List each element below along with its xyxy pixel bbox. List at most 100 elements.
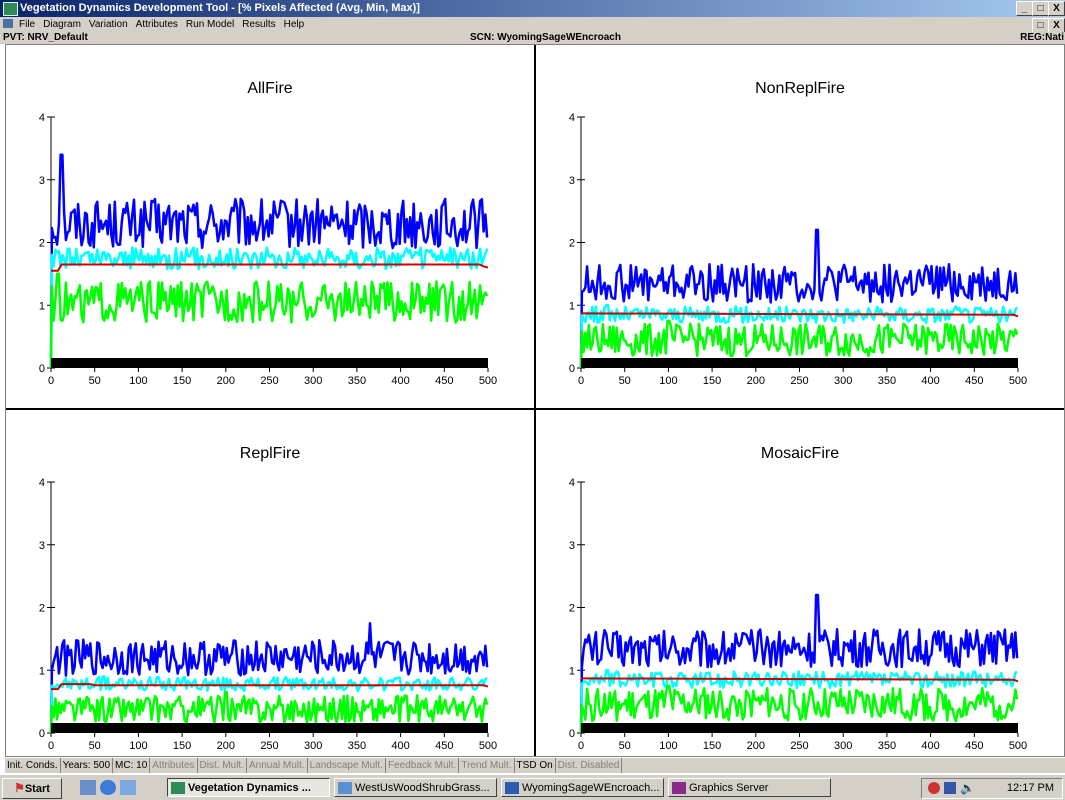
series-min <box>579 319 1019 369</box>
y-tick-label: 1 <box>39 300 45 312</box>
x-tick-label: 350 <box>878 375 896 387</box>
x-tick-label: 500 <box>479 740 497 752</box>
x-tick-label: 50 <box>619 375 631 387</box>
scn-label: SCN: WyomingSageWEncroach <box>470 32 621 43</box>
vertical-divider <box>534 45 536 756</box>
series-mean <box>580 677 1019 683</box>
x-tick-label: 50 <box>619 740 631 752</box>
security-icon[interactable] <box>928 782 940 794</box>
info-bar: PVT: NRV_Default SCN: WyomingSageWEncroa… <box>0 32 1065 44</box>
y-tick-label: 2 <box>569 238 575 250</box>
task-westus[interactable]: WestUsWoodShrubGrass... <box>334 778 497 797</box>
y-tick-label: 3 <box>569 175 575 187</box>
x-tick-label: 200 <box>747 375 765 387</box>
status-item: MC: 10 <box>113 758 151 773</box>
series-avg <box>49 675 488 734</box>
x-tick-label: 150 <box>703 375 721 387</box>
shield-icon[interactable] <box>944 782 956 794</box>
x-axis-band <box>581 358 1018 368</box>
volume-icon[interactable]: 🔈 <box>960 781 975 795</box>
series-avg <box>579 669 1018 734</box>
graphics-server-icon <box>672 782 686 794</box>
start-button[interactable]: ⚑Start <box>2 778 62 799</box>
status-item: Dist. Mult. <box>198 758 247 773</box>
menu-attributes[interactable]: Attributes <box>135 19 178 30</box>
y-tick-label: 0 <box>39 728 45 740</box>
child-close-button[interactable]: X <box>1048 18 1065 33</box>
x-tick-label: 150 <box>173 740 191 752</box>
app-icon <box>3 2 18 16</box>
y-tick-label: 0 <box>569 728 575 740</box>
task-graphics-server[interactable]: Graphics Server <box>668 778 831 797</box>
y-tick-label: 0 <box>39 363 45 375</box>
y-tick-label: 3 <box>39 175 45 187</box>
x-tick-label: 150 <box>173 375 191 387</box>
x-tick-label: 100 <box>129 375 147 387</box>
x-tick-label: 350 <box>348 375 366 387</box>
x-tick-label: 400 <box>921 375 939 387</box>
explorer-icon[interactable] <box>120 780 136 795</box>
close-button[interactable]: X <box>1048 1 1065 16</box>
chart-title: NonReplFire <box>755 80 845 97</box>
task-label: WyomingSageWEncroach... <box>522 782 660 794</box>
x-tick-label: 500 <box>1009 375 1027 387</box>
maximize-button[interactable]: □ <box>1032 1 1049 16</box>
menu-results[interactable]: Results <box>242 19 276 30</box>
x-tick-label: 400 <box>391 740 409 752</box>
y-tick-label: 2 <box>569 603 575 615</box>
status-item: Trend Mult. <box>459 758 515 773</box>
x-tick-label: 150 <box>703 740 721 752</box>
document-icon[interactable] <box>3 19 13 28</box>
task-label: Vegetation Dynamics ... <box>188 782 311 794</box>
reg-label: REG:Nati <box>1020 32 1064 43</box>
series-max <box>579 593 1019 734</box>
y-tick-label: 4 <box>569 477 575 489</box>
x-tick-label: 450 <box>965 740 983 752</box>
menu-variation[interactable]: Variation <box>88 19 128 30</box>
task-vegetation-dynamics[interactable]: Vegetation Dynamics ... <box>167 778 330 797</box>
series-min <box>49 272 489 369</box>
status-item: Landscape Mult. <box>308 758 386 773</box>
y-tick-label: 0 <box>569 363 575 375</box>
y-tick-label: 3 <box>569 540 575 552</box>
x-tick-label: 0 <box>578 740 584 752</box>
x-tick-label: 500 <box>479 375 497 387</box>
status-item: Years: 500 <box>61 758 114 773</box>
x-tick-label: 300 <box>834 375 852 387</box>
task-label: Graphics Server <box>689 782 769 794</box>
child-restore-button[interactable]: □ <box>1032 18 1049 33</box>
menu-run-model[interactable]: Run Model <box>185 19 235 30</box>
x-tick-label: 300 <box>304 375 322 387</box>
status-item: Init. Conds. <box>5 758 61 773</box>
x-tick-label: 350 <box>878 740 896 752</box>
x-tick-label: 500 <box>1009 740 1027 752</box>
x-tick-label: 200 <box>217 740 235 752</box>
x-tick-label: 0 <box>48 740 54 752</box>
series-mean <box>580 312 1019 318</box>
menu-help[interactable]: Help <box>283 19 305 30</box>
y-tick-label: 1 <box>569 665 575 677</box>
desktop-icon[interactable] <box>80 780 96 795</box>
x-tick-label: 200 <box>747 740 765 752</box>
x-axis-band <box>51 723 488 733</box>
series-mean <box>51 263 489 272</box>
ie-icon[interactable] <box>100 780 116 795</box>
y-tick-label: 1 <box>569 300 575 312</box>
x-tick-label: 250 <box>260 740 278 752</box>
minimize-button[interactable]: _ <box>1016 1 1033 16</box>
status-item: Dist. Disabled <box>556 758 623 773</box>
x-tick-label: 450 <box>965 375 983 387</box>
windows-logo-icon: ⚑ <box>14 781 25 795</box>
chart-replfire: ReplFire 0 1 2 3 4 0 50 100 150 200 250 300 350 400 450… <box>39 445 497 752</box>
chart-allfire: AllFire 0 1 2 3 4 0 50 100 150 200 250 300 350 400 450 5… <box>39 80 497 387</box>
chart-nonreplfire: NonReplFire 0 1 2 3 4 0 50 100 150 200 250 300 350 400… <box>569 80 1027 387</box>
task-wyoming[interactable]: WyomingSageWEncroach... <box>501 778 664 797</box>
x-tick-label: 50 <box>89 740 101 752</box>
y-tick-label: 4 <box>39 477 45 489</box>
x-tick-label: 250 <box>260 375 278 387</box>
menu-file[interactable]: File <box>19 19 36 30</box>
menu-diagram[interactable]: Diagram <box>43 19 81 30</box>
x-tick-label: 450 <box>435 375 453 387</box>
x-axis-band <box>51 358 488 368</box>
